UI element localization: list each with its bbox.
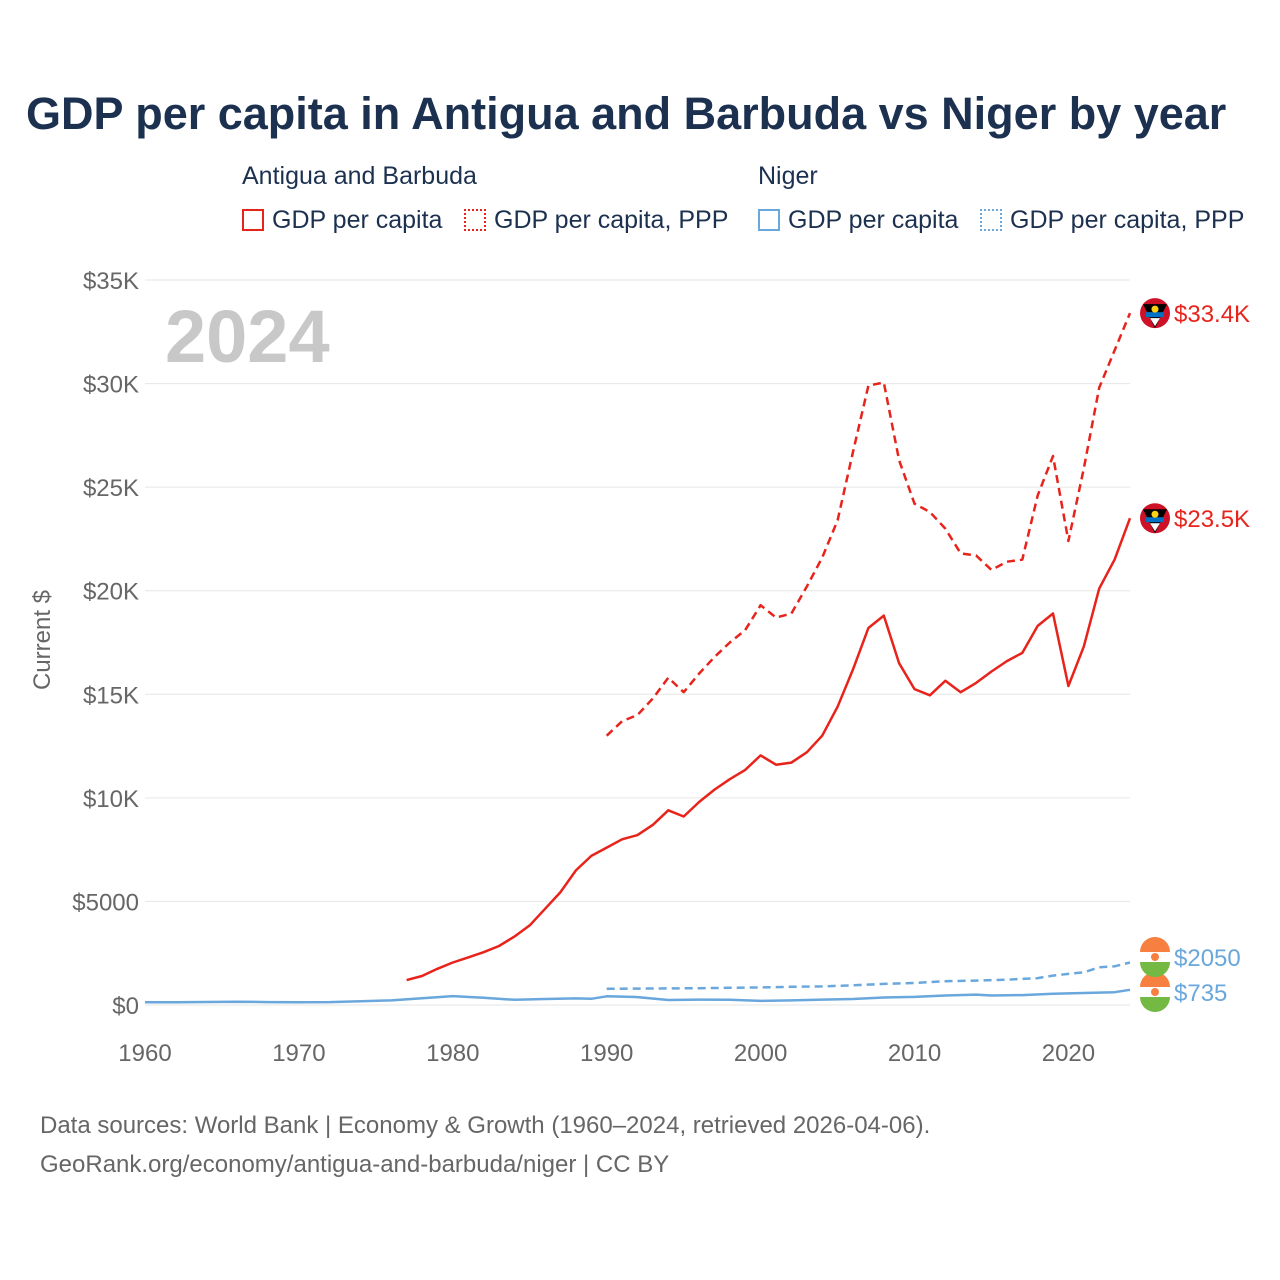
series-end-label: $23.5K (1174, 506, 1250, 533)
niger-flag-icon (1140, 937, 1170, 977)
x-tick-label: 2010 (888, 1040, 941, 1067)
x-tick-label: 1990 (580, 1040, 633, 1067)
niger-flag-icon (1140, 972, 1170, 1012)
x-tick-label: 2000 (734, 1040, 787, 1067)
y-tick-label: $20K (83, 579, 139, 606)
source-line-2[interactable]: GeoRank.org/economy/antigua-and-barbuda/… (40, 1145, 930, 1184)
y-tick-label: $15K (83, 682, 139, 709)
y-axis-title: Current $ (29, 590, 56, 690)
source-line-1: Data sources: World Bank | Economy & Gro… (40, 1106, 930, 1145)
y-tick-label: $10K (83, 786, 139, 813)
y-tick-label: $5000 (72, 889, 139, 916)
y-tick-label: $0 (112, 993, 139, 1020)
y-tick-label: $30K (83, 372, 139, 399)
year-watermark: 2024 (165, 295, 330, 378)
x-tick-label: 2020 (1042, 1040, 1095, 1067)
y-tick-label: $35K (83, 268, 139, 295)
x-tick-label: 1980 (426, 1040, 479, 1067)
antigua-flag-icon (1140, 503, 1170, 533)
series-line-antigua-ppp[interactable] (607, 313, 1130, 736)
x-tick-label: 1970 (272, 1040, 325, 1067)
line-chart: $0 $5000 $10K $15K $20K $25K $30K $35K 1960 1970 1… (0, 0, 1280, 1100)
series-end-label: $735 (1174, 980, 1227, 1007)
series-end-label: $2050 (1174, 945, 1241, 972)
antigua-flag-icon (1140, 298, 1170, 328)
series-end-label: $33.4K (1174, 301, 1250, 328)
series-line-niger-gdp[interactable] (145, 990, 1130, 1003)
y-tick-label: $25K (83, 475, 139, 502)
series-line-niger-ppp[interactable] (607, 963, 1130, 989)
x-tick-label: 1960 (118, 1040, 171, 1067)
source-note: Data sources: World Bank | Economy & Gro… (40, 1106, 930, 1184)
series-line-antigua-gdp[interactable] (407, 518, 1130, 980)
